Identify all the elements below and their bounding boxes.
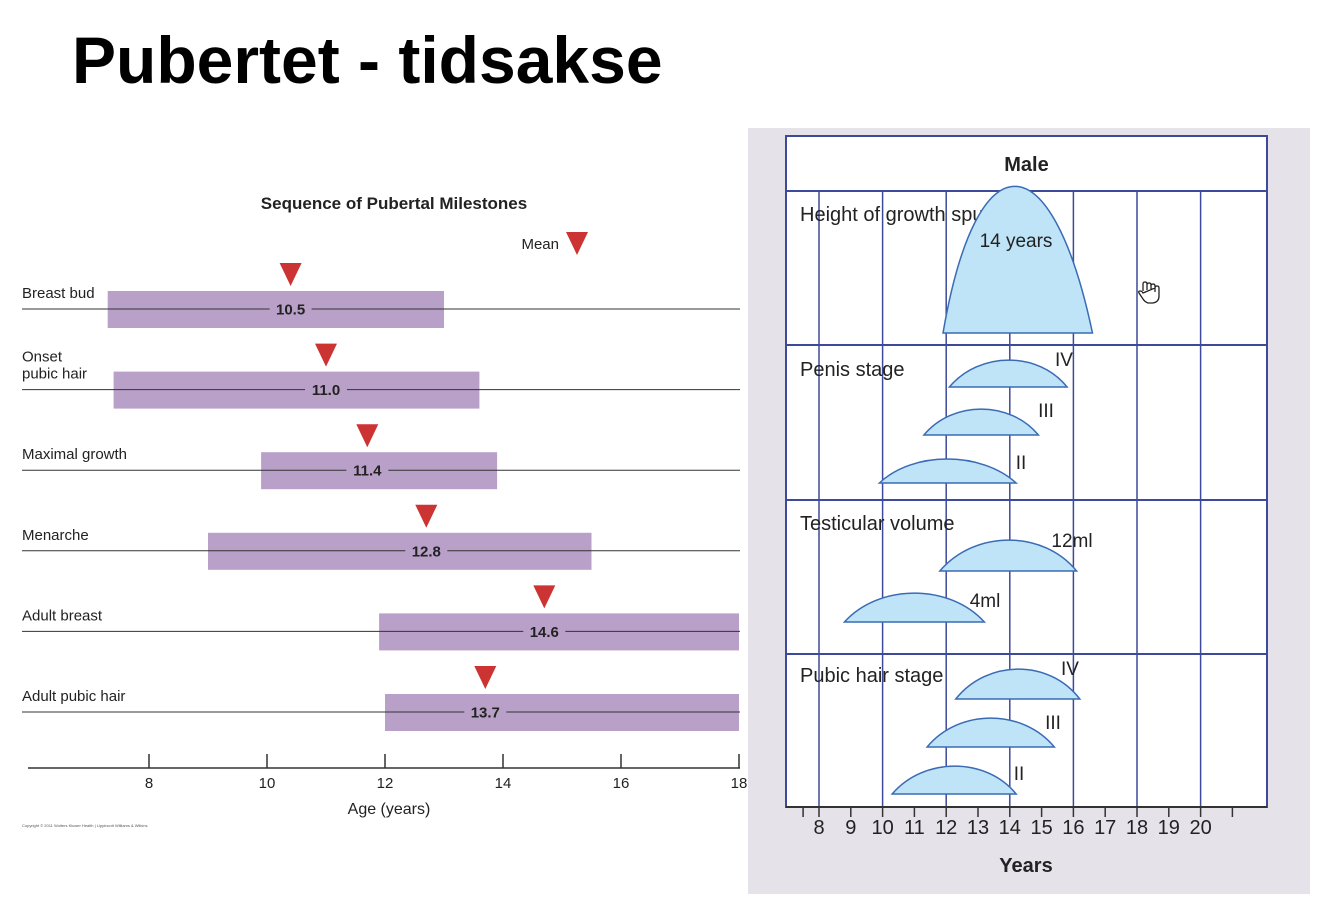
- mean-marker: [474, 666, 497, 689]
- x-tick-label: 8: [145, 775, 153, 792]
- milestone-label: Onset: [22, 349, 63, 366]
- value-label-bg: [464, 703, 507, 721]
- x-tick-label: 11: [904, 817, 925, 839]
- male-puberty-chart: Male Height of growth spurt 14 years Penis …: [748, 128, 1310, 894]
- panel-title: Height of growth spurt: [800, 204, 996, 226]
- hand-cursor-shape: [1138, 281, 1160, 304]
- x-tick-label: 18: [731, 775, 748, 792]
- curve-label: IV: [1061, 659, 1079, 680]
- milestone-label: Adult pubic hair: [22, 688, 125, 705]
- x-tick-label: 13: [967, 817, 989, 839]
- value-label-bg: [523, 622, 566, 641]
- x-tick-label: 20: [1189, 817, 1211, 839]
- distribution-curve: [954, 668, 1082, 700]
- curve-label: II: [1014, 764, 1025, 785]
- milestone-label: Maximal growth: [22, 446, 127, 463]
- curve-label: 4ml: [970, 591, 1001, 612]
- curve-panel: Testicular volume 12ml 4ml: [800, 513, 1093, 623]
- pubertal-milestones-chart: Sequence of Pubertal Milestones Mean Breas…: [22, 194, 748, 828]
- hand-cursor-icon: [1138, 281, 1160, 304]
- value-label-bg: [269, 300, 312, 318]
- mean-marker: [315, 343, 337, 367]
- slide-title: Pubertet - tidsakse: [72, 23, 663, 97]
- curve-panel: Height of growth spurt 14 years: [800, 185, 1094, 334]
- panel-header-title: Male: [1004, 154, 1048, 176]
- curve-label: III: [1038, 401, 1054, 422]
- x-tick-label: 14: [495, 775, 512, 792]
- value-label-bg: [405, 541, 448, 560]
- x-axis-label: Years: [999, 855, 1052, 877]
- x-tick-label: 15: [1030, 817, 1052, 839]
- legend-label: Mean: [521, 236, 559, 253]
- x-axis-label: Age (years): [348, 801, 431, 818]
- x-tick-label: 10: [259, 775, 276, 792]
- mean-value-label: 12.8: [412, 543, 441, 560]
- x-tick-label: 9: [845, 817, 856, 839]
- milestone-row: Breast bud 10.5: [22, 263, 740, 328]
- x-tick-label: 12: [935, 817, 957, 839]
- x-tick-label: 16: [1062, 817, 1084, 839]
- x-tick-label: 17: [1094, 817, 1116, 839]
- distribution-curve: [938, 539, 1079, 572]
- x-tick-label: 10: [871, 817, 893, 839]
- mean-marker: [279, 263, 302, 286]
- milestone-label: Breast bud: [22, 285, 95, 302]
- curve-label: II: [1016, 453, 1027, 474]
- value-label-bg: [305, 380, 347, 399]
- mean-value-label: 11.0: [312, 382, 340, 399]
- distribution-curve: [890, 765, 1018, 795]
- milestone-row: Adult pubic hair 13.7: [22, 666, 740, 731]
- milestone-row: Maximal growth 11.4: [22, 424, 740, 490]
- x-tick-label: 14: [999, 817, 1021, 839]
- mean-value-label: 14.6: [530, 624, 559, 641]
- milestone-label: pubic hair: [22, 366, 87, 383]
- x-tick-label: 16: [613, 775, 630, 792]
- milestone-row: Menarche 12.8: [22, 504, 740, 570]
- curve-label: 14 years: [980, 231, 1053, 252]
- distribution-curve: [877, 458, 1019, 484]
- mean-value-label: 10.5: [276, 302, 305, 319]
- value-label-bg: [346, 461, 389, 480]
- chart-title: Sequence of Pubertal Milestones: [261, 194, 527, 213]
- distribution-curve: [947, 359, 1069, 388]
- legend-marker-icon: [566, 232, 588, 255]
- milestone-label: Adult breast: [22, 607, 103, 624]
- mean-value-label: 13.7: [471, 705, 500, 722]
- mean-value-label: 11.4: [353, 463, 382, 480]
- panel-title: Testicular volume: [800, 513, 955, 535]
- copyright-text: Copyright © 2011 Wolters Kluwer Health |…: [22, 823, 147, 828]
- curve-label: IV: [1055, 350, 1073, 371]
- mean-marker: [356, 424, 379, 448]
- x-tick-label: 12: [377, 775, 394, 792]
- mean-marker: [533, 585, 556, 609]
- curve-label: 12ml: [1051, 531, 1092, 552]
- mean-marker: [415, 504, 438, 528]
- distribution-curve: [922, 408, 1041, 436]
- x-tick-label: 19: [1158, 817, 1180, 839]
- panel-title: Pubic hair stage: [800, 665, 943, 687]
- x-tick-label: 8: [813, 817, 824, 839]
- distribution-curve: [942, 185, 1094, 334]
- curve-label: III: [1045, 713, 1061, 734]
- milestone-label: Menarche: [22, 527, 89, 544]
- panel-title: Penis stage: [800, 359, 905, 381]
- distribution-curve: [925, 717, 1056, 748]
- x-tick-label: 18: [1126, 817, 1148, 839]
- distribution-curve: [842, 592, 987, 623]
- milestone-row: Adult breast 14.6: [22, 585, 740, 651]
